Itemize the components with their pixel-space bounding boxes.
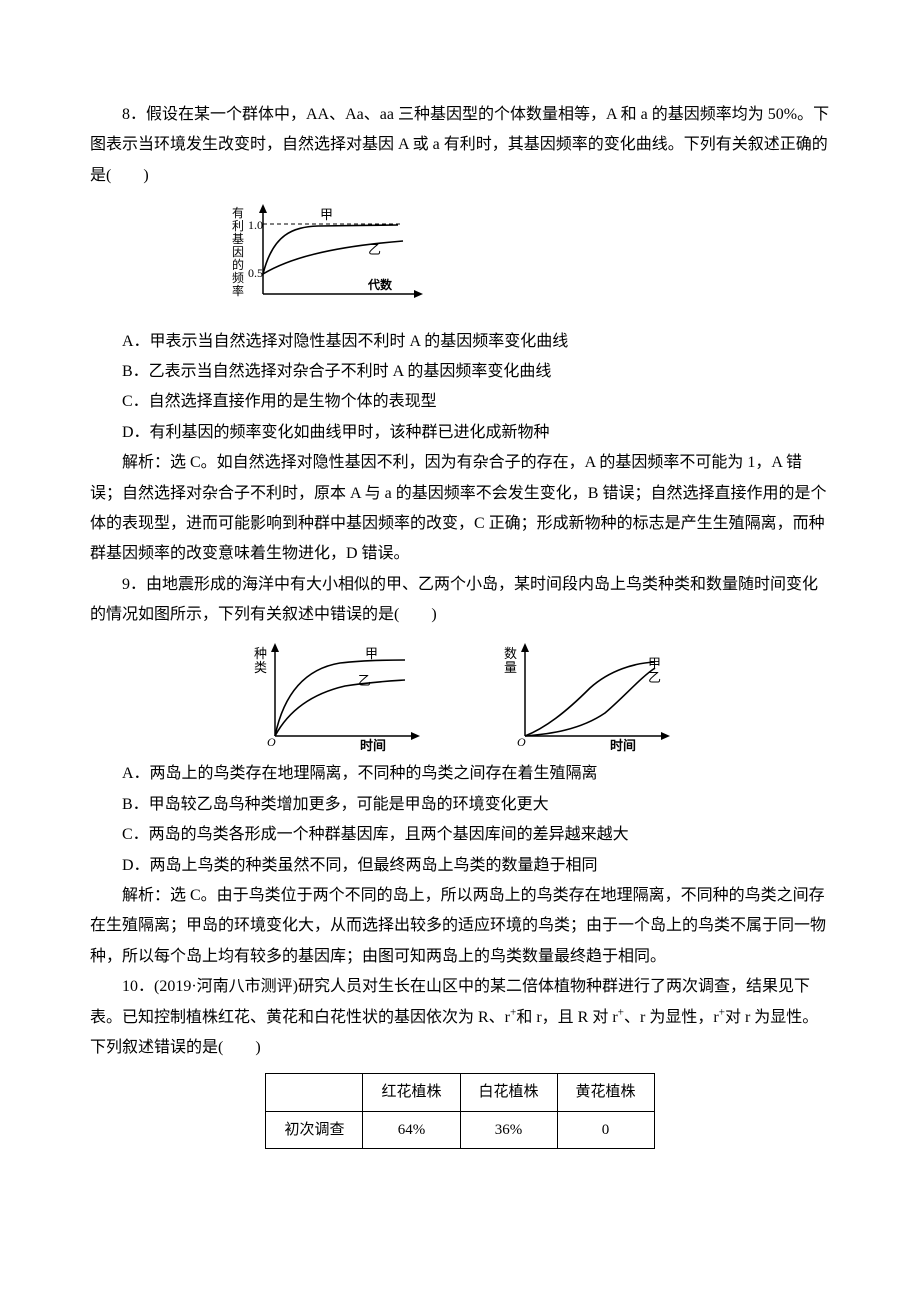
q9-chart2-svg: 数 量 O 甲 乙 时间 <box>490 638 680 753</box>
q8-ylabel: 有 利 基 因 的 频 率 <box>232 206 247 298</box>
q9-c1-O: O <box>267 735 276 749</box>
q9-expl: 解析：选 C。由于鸟类位于两个不同的岛上，所以两岛上的鸟类存在地理隔离，不同种的… <box>90 881 830 972</box>
q10-stem-c: 、r 为显性，r <box>624 1009 719 1026</box>
q9-c2-yi: 乙 <box>648 670 661 685</box>
q9-c1-yi: 乙 <box>358 673 371 688</box>
q8-tick-1: 1.0 <box>248 218 263 232</box>
q9-optC: C．两岛的鸟类各形成一个种群基因库，且两个基因库间的差异越来越大 <box>90 820 830 850</box>
q9-figure: 种 类 O 甲 乙 时间 数 量 O <box>90 638 830 753</box>
td-label: 初次调查 <box>266 1111 363 1149</box>
q9-c1-ylabel: 种 类 <box>254 646 270 675</box>
th-white: 白花植株 <box>460 1074 557 1112</box>
q9-optA: A．两岛上的鸟类存在地理隔离，不同种的鸟类之间存在着生殖隔离 <box>90 759 830 789</box>
q8-optC: C．自然选择直接作用的是生物个体的表现型 <box>90 387 830 417</box>
table-row: 初次调查 64% 36% 0 <box>266 1111 654 1149</box>
q8-optA: A．甲表示当自然选择对隐性基因不利时 A 的基因频率变化曲线 <box>90 327 830 357</box>
q8-chart-svg: 有 利 基 因 的 频 率 1.0 0.5 甲 乙 <box>218 199 438 309</box>
q10-table: 红花植株 白花植株 黄花植株 初次调查 64% 36% 0 <box>265 1073 654 1149</box>
q9-c2-xlabel: 时间 <box>610 738 636 753</box>
q9-c2-O: O <box>517 735 526 749</box>
q8-optB: B．乙表示当自然选择对杂合子不利时 A 的基因频率变化曲线 <box>90 357 830 387</box>
q9-optD: D．两岛上鸟类的种类虽然不同，但最终两岛上鸟类的数量趋于相同 <box>90 851 830 881</box>
q9-c1-jia: 甲 <box>365 646 378 661</box>
q9-optB: B．甲岛较乙岛鸟种类增加更多，可能是甲岛的环境变化更大 <box>90 790 830 820</box>
q8-label-yi: 乙 <box>368 242 381 257</box>
q8-optD: D．有利基因的频率变化如曲线甲时，该种群已进化成新物种 <box>90 418 830 448</box>
q8-expl: 解析：选 C。如自然选择对隐性基因不利，因为有杂合子的存在，A 的基因频率不可能… <box>90 448 830 570</box>
q10-stem-b: 和 r，且 R 对 r <box>516 1009 617 1026</box>
th-blank <box>266 1074 363 1112</box>
td-white: 36% <box>460 1111 557 1149</box>
q9-chart1-svg: 种 类 O 甲 乙 时间 <box>240 638 430 753</box>
q8-label-jia: 甲 <box>320 207 333 222</box>
th-red: 红花植株 <box>363 1074 460 1112</box>
q9-c2-ylabel: 数 量 <box>504 646 520 675</box>
q8-tick-05: 0.5 <box>248 266 263 280</box>
td-yellow: 0 <box>557 1111 654 1149</box>
q8-xlabel: 代数 <box>367 277 393 292</box>
q8-stem: 8．假设在某一个群体中，AA、Aa、aa 三种基因型的个体数量相等，A 和 a … <box>90 100 830 191</box>
q9-stem: 9．由地震形成的海洋中有大小相似的甲、乙两个小岛，某时间段内岛上鸟类种类和数量随… <box>90 570 830 631</box>
page: 8．假设在某一个群体中，AA、Aa、aa 三种基因型的个体数量相等，A 和 a … <box>0 0 920 1209</box>
th-yellow: 黄花植株 <box>557 1074 654 1112</box>
q9-c1-xlabel: 时间 <box>360 738 386 753</box>
table-row: 红花植株 白花植株 黄花植株 <box>266 1074 654 1112</box>
td-red: 64% <box>363 1111 460 1149</box>
q10-stem: 10．(2019·河南八市测评)研究人员对生长在山区中的某二倍体植物种群进行了两… <box>90 972 830 1063</box>
q8-figure: 有 利 基 因 的 频 率 1.0 0.5 甲 乙 <box>90 199 830 320</box>
